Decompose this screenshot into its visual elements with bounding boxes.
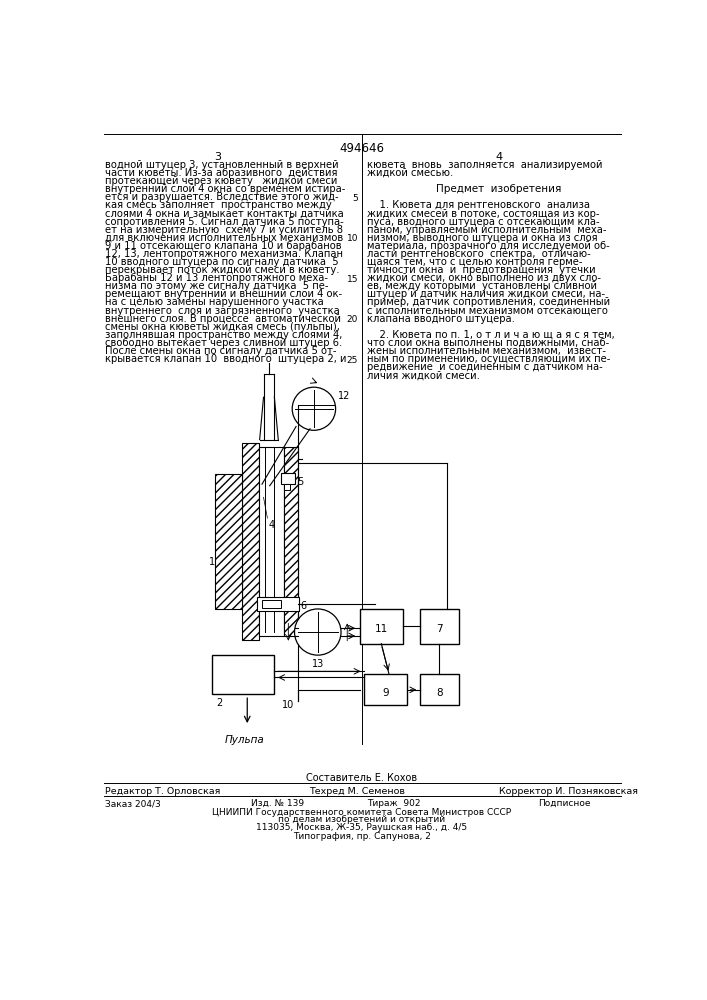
Text: жидкой смеси, окно выполнено из двух сло-: жидкой смеси, окно выполнено из двух сло…: [368, 273, 602, 283]
Text: 11: 11: [375, 624, 388, 634]
Text: 25: 25: [346, 356, 358, 365]
Bar: [361, 609, 403, 644]
Text: 3: 3: [214, 152, 221, 162]
Text: 1: 1: [209, 557, 216, 567]
Text: кювета  вновь  заполняется  анализируемой: кювета вновь заполняется анализируемой: [368, 160, 603, 170]
Text: Редактор Т. Орловская: Редактор Т. Орловская: [105, 787, 221, 796]
Text: низмом, выводного штуцера и окна из слоя: низмом, выводного штуцера и окна из слоя: [368, 233, 598, 243]
Circle shape: [295, 609, 341, 655]
Text: После смены окна по сигналу датчика 5 от-: После смены окна по сигналу датчика 5 от…: [105, 346, 337, 356]
Text: Заказ 204/3: Заказ 204/3: [105, 799, 161, 808]
Text: Составитель Е. Кохов: Составитель Е. Кохов: [306, 773, 418, 783]
Text: низма по этому же сигналу датчика  5 пе-: низма по этому же сигналу датчика 5 пе-: [105, 281, 329, 291]
Text: тичности окна  и  предотвращения  утечки: тичности окна и предотвращения утечки: [368, 265, 596, 275]
Text: Пульпа: Пульпа: [225, 735, 265, 745]
Text: крывается клапан 10  вводного  штуцера 2, и: крывается клапан 10 вводного штуцера 2, …: [105, 354, 347, 364]
Text: ремещают внутренний и внешний слои 4 ок-: ремещают внутренний и внешний слои 4 ок-: [105, 289, 343, 299]
Text: Подписное: Подписное: [538, 799, 590, 808]
Bar: [364, 674, 407, 705]
Bar: [284, 484, 290, 490]
Text: жены исполнительным механизмом,  извест-: жены исполнительным механизмом, извест-: [368, 346, 607, 356]
Text: ным по применению, осуществляющим их пе-: ным по применению, осуществляющим их пе-: [368, 354, 611, 364]
Bar: [215, 474, 242, 609]
Text: на с целью замены нарушенного участка: на с целью замены нарушенного участка: [105, 297, 325, 307]
Text: с исполнительным механизмом отсекающего: с исполнительным механизмом отсекающего: [368, 306, 608, 316]
Text: 9: 9: [382, 688, 389, 698]
Text: для включения исполнительных механизмов: для включения исполнительных механизмов: [105, 233, 344, 243]
Text: 7: 7: [436, 624, 443, 634]
Text: перекрывает поток жидкой смеси в кювету.: перекрывает поток жидкой смеси в кювету.: [105, 265, 340, 275]
Text: протекающей через кювету   жидкой смеси: протекающей через кювету жидкой смеси: [105, 176, 338, 186]
Bar: [262, 600, 281, 608]
Text: по делам изобретений и открытий: по делам изобретений и открытий: [279, 815, 445, 824]
Bar: [420, 674, 459, 705]
Text: смены окна кюветы жидкая смесь (пульпы),: смены окна кюветы жидкая смесь (пульпы),: [105, 322, 340, 332]
Text: водной штуцер 3, установленный в верхней: водной штуцер 3, установленный в верхней: [105, 160, 339, 170]
Text: личия жидкой смеси.: личия жидкой смеси.: [368, 370, 480, 380]
Bar: [257, 597, 299, 611]
Text: 15: 15: [346, 275, 358, 284]
Text: Типография, пр. Сапунова, 2: Типография, пр. Сапунова, 2: [293, 832, 431, 841]
Text: 13: 13: [312, 659, 324, 669]
Text: 8: 8: [436, 688, 443, 698]
Text: материала, прозрачного для исследуемой об-: материала, прозрачного для исследуемой о…: [368, 241, 610, 251]
Text: паном, управляемым исполнительным  меха-: паном, управляемым исполнительным меха-: [368, 225, 607, 235]
Text: 113035, Москва, Ж-35, Раушская наб., д. 4/5: 113035, Москва, Ж-35, Раушская наб., д. …: [257, 823, 467, 832]
Text: 12, 13, лентопротяжного механизма. Клапан: 12, 13, лентопротяжного механизма. Клапа…: [105, 249, 344, 259]
Text: 12: 12: [338, 391, 350, 401]
Text: 2: 2: [216, 698, 223, 708]
Bar: [420, 609, 459, 644]
Bar: [281, 473, 295, 484]
Text: редвижение  и соединенным с датчиком на-: редвижение и соединенным с датчиком на-: [368, 362, 603, 372]
Text: 10: 10: [346, 234, 358, 243]
Bar: [259, 447, 284, 636]
Text: щаяся тем, что с целью контроля герме-: щаяся тем, что с целью контроля герме-: [368, 257, 583, 267]
Text: Изд. № 139: Изд. № 139: [251, 799, 304, 808]
Bar: [212, 655, 274, 694]
Text: части кюветы. Из-за абразивного  действия: части кюветы. Из-за абразивного действия: [105, 168, 338, 178]
Text: Предмет  изобретения: Предмет изобретения: [436, 184, 562, 194]
Text: 4: 4: [496, 152, 503, 162]
Text: жидкой смесью.: жидкой смесью.: [368, 168, 454, 178]
Text: что слои окна выполнены подвижными, снаб-: что слои окна выполнены подвижными, снаб…: [368, 338, 609, 348]
Text: заполнявшая пространство между слоями 4,: заполнявшая пространство между слоями 4,: [105, 330, 343, 340]
Text: 4: 4: [268, 520, 274, 530]
Text: кая смесь заполняет  пространство между: кая смесь заполняет пространство между: [105, 200, 332, 210]
Text: 20: 20: [346, 315, 358, 324]
Text: 2. Кювета по п. 1, о т л и ч а ю щ а я с я тем,: 2. Кювета по п. 1, о т л и ч а ю щ а я с…: [368, 330, 615, 340]
Text: Корректор И. Позняковская: Корректор И. Позняковская: [499, 787, 638, 796]
Text: пример, датчик сопротивления, соединенный: пример, датчик сопротивления, соединенны…: [368, 297, 611, 307]
Text: 5: 5: [297, 477, 303, 487]
Text: ев, между которыми  установлены сливной: ев, между которыми установлены сливной: [368, 281, 597, 291]
Bar: [242, 443, 259, 640]
Text: клапана вводного штуцера.: клапана вводного штуцера.: [368, 314, 515, 324]
Text: 494646: 494646: [339, 142, 385, 155]
Text: 6: 6: [300, 601, 307, 611]
Text: слоями 4 окна и замыкает контакты датчика: слоями 4 окна и замыкает контакты датчик…: [105, 209, 344, 219]
Text: Барабаны 12 и 13 лентопротяжного меха-: Барабаны 12 и 13 лентопротяжного меха-: [105, 273, 329, 283]
Text: внешнего слоя. В процессе  автоматической: внешнего слоя. В процессе автоматической: [105, 314, 341, 324]
Text: внутреннего  слоя и загрязненного  участка: внутреннего слоя и загрязненного участка: [105, 306, 340, 316]
Text: 1. Кювета для рентгеновского  анализа: 1. Кювета для рентгеновского анализа: [368, 200, 590, 210]
Text: свободно вытекает через сливной штуцер 6.: свободно вытекает через сливной штуцер 6…: [105, 338, 343, 348]
Text: Техред М. Семенов: Техред М. Семенов: [309, 787, 405, 796]
Circle shape: [292, 387, 336, 430]
Text: 10 вводного штуцера по сигналу датчика  5: 10 вводного штуцера по сигналу датчика 5: [105, 257, 339, 267]
Text: пуса, вводного штуцера с отсекающим кла-: пуса, вводного штуцера с отсекающим кла-: [368, 217, 600, 227]
Text: жидких смесей в потоке, состоящая из кор-: жидких смесей в потоке, состоящая из кор…: [368, 209, 600, 219]
Text: сопротивления 5. Сигнал датчика 5 поступа-: сопротивления 5. Сигнал датчика 5 поступ…: [105, 217, 344, 227]
Text: ется и разрушается. Вследствие этого жид-: ется и разрушается. Вследствие этого жид…: [105, 192, 339, 202]
Text: внутренний слой 4 окна со временем истира-: внутренний слой 4 окна со временем истир…: [105, 184, 346, 194]
Text: 9 и 11 отсекающего клапана 10 и барабанов: 9 и 11 отсекающего клапана 10 и барабано…: [105, 241, 342, 251]
Text: Тираж  902: Тираж 902: [368, 799, 421, 808]
Text: ласти рентгеновского  спектра,  отличаю-: ласти рентгеновского спектра, отличаю-: [368, 249, 591, 259]
Text: ЦНИИПИ Государственного комитета Совета Министров СССР: ЦНИИПИ Государственного комитета Совета …: [212, 808, 511, 817]
Text: 10: 10: [282, 700, 294, 710]
Text: 5: 5: [352, 194, 358, 203]
Bar: [284, 447, 298, 636]
Text: штуцер и датчик наличия жидкой смеси, на-: штуцер и датчик наличия жидкой смеси, на…: [368, 289, 605, 299]
Text: ет на измерительную  схему 7 и усилитель 8: ет на измерительную схему 7 и усилитель …: [105, 225, 344, 235]
